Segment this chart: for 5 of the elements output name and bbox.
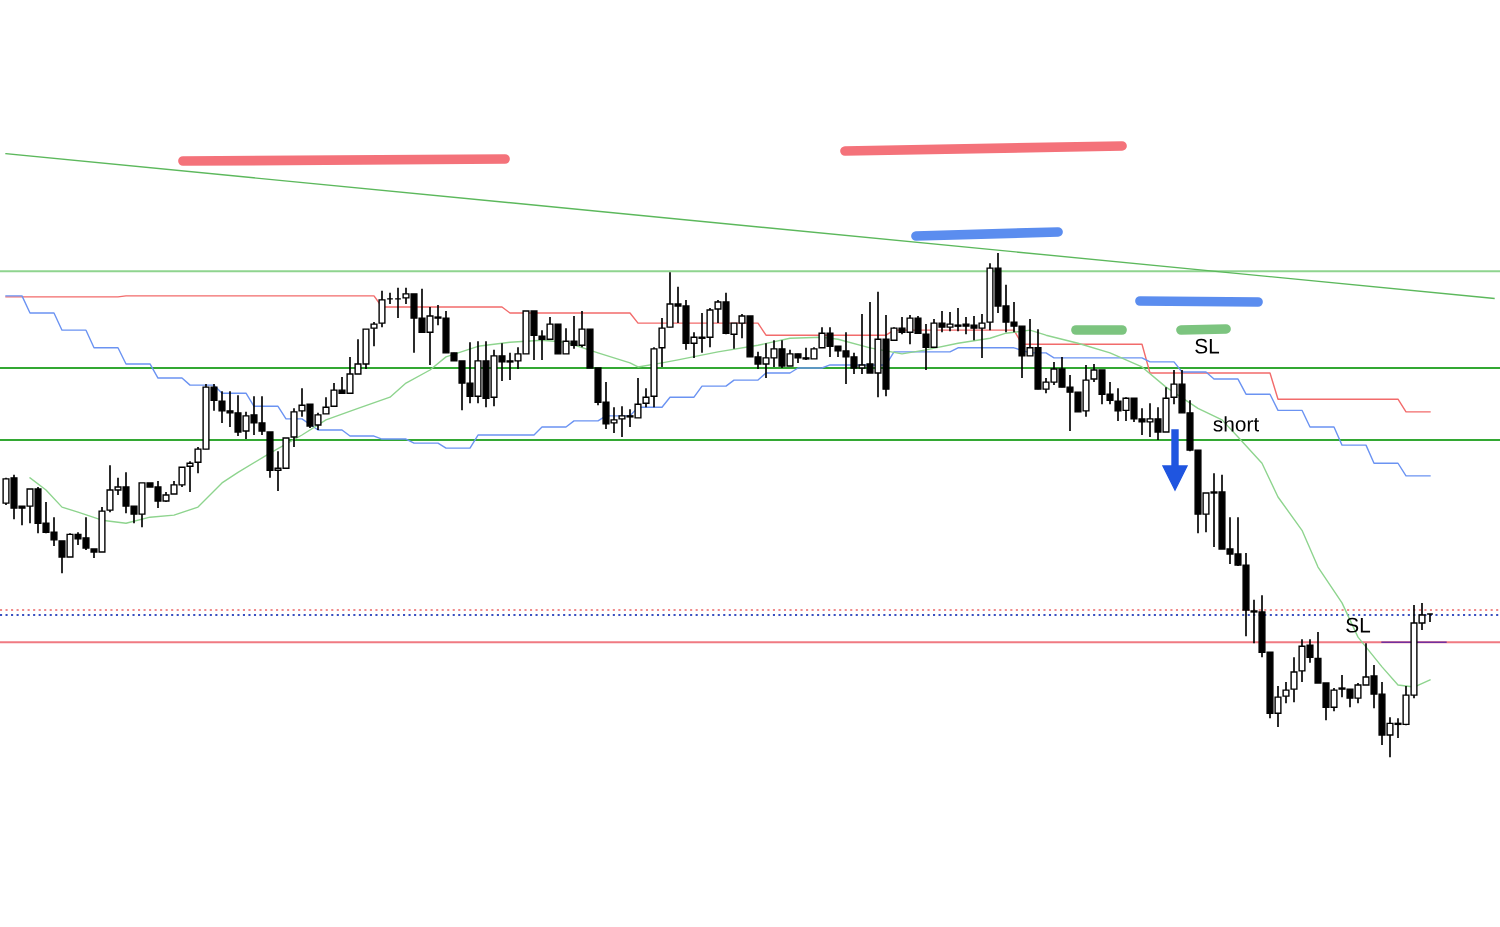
candlestick bbox=[642, 387, 650, 409]
annotation: SL bbox=[1346, 617, 1371, 633]
annotation: short bbox=[1213, 416, 1260, 432]
annotation: SL bbox=[1195, 338, 1220, 354]
candlestick bbox=[186, 460, 194, 493]
